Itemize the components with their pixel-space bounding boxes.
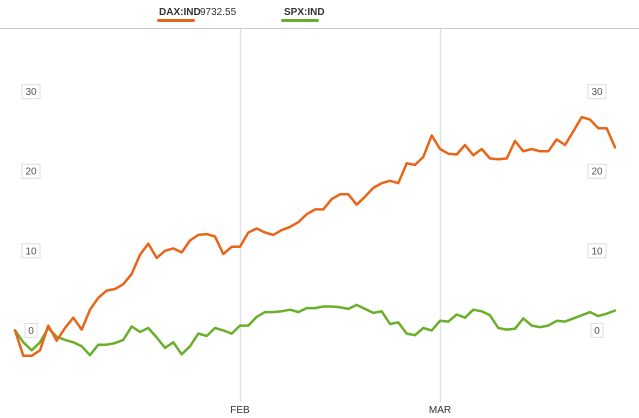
y-tick-box-left-10 <box>21 243 41 259</box>
legend-dax-value: 9732.55 <box>200 7 237 18</box>
series-lines <box>13 115 617 358</box>
y-tick-label-right-30: 30 <box>591 87 603 98</box>
y-axis-right-ticks: 0 10 20 30 <box>587 84 607 338</box>
y-axis-left-ticks: 0 10 20 30 <box>21 84 41 338</box>
y-tick-box-left-0 <box>24 322 38 338</box>
y-tick-label-right-10: 10 <box>591 246 603 257</box>
y-tick-box-right-10 <box>587 243 607 259</box>
y-tick-label-left-0: 0 <box>28 326 34 337</box>
x-axis-ticks: FEBMARAPR <box>230 405 451 416</box>
legend-spx-swatch <box>281 19 319 22</box>
y-tick-label-right-20: 20 <box>591 167 603 178</box>
y-tick-label-left-20: 20 <box>25 167 37 178</box>
y-tick-label-left-10: 10 <box>25 246 37 257</box>
y-tick-box-right-30 <box>587 84 607 100</box>
legend-item-spx[interactable]: SPX:IND <box>281 7 325 22</box>
y-tick-box-right-0 <box>590 322 604 338</box>
series-line-spx-ind[interactable] <box>13 303 617 357</box>
series-line-dax-ind[interactable] <box>13 115 617 358</box>
legend-dax-name: DAX:IND <box>159 7 201 18</box>
y-tick-label-right-0: 0 <box>594 326 600 337</box>
y-tick-box-right-20 <box>587 163 607 179</box>
x-tick-label-mar: MAR <box>429 405 451 416</box>
vertical-gridlines <box>239 29 442 402</box>
legend-spx-name: SPX:IND <box>284 7 325 18</box>
y-tick-box-left-30 <box>21 84 41 100</box>
x-tick-label-feb: FEB <box>230 405 250 416</box>
legend-item-dax[interactable]: DAX:IND 9732.55 <box>157 7 237 22</box>
y-tick-box-left-20 <box>21 163 41 179</box>
legend: DAX:IND 9732.55 SPX:IND <box>157 7 325 22</box>
y-tick-label-left-30: 30 <box>25 87 37 98</box>
legend-dax-swatch <box>157 19 195 22</box>
